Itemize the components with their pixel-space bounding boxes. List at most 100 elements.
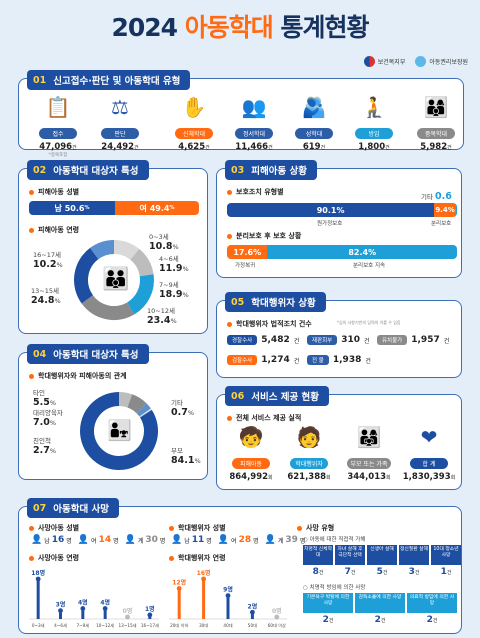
- cause-number: 8: [312, 567, 319, 577]
- age-unit: %: [172, 243, 179, 251]
- death-gender-item: 👤 계 30 명: [125, 535, 166, 545]
- person-icon: 👤: [124, 535, 136, 545]
- section-02-header: 02 아동학대 대상자 특성: [27, 160, 149, 180]
- relation-title: 학대행위자와 피해아동의 관계: [29, 371, 127, 381]
- person-icon: 👤: [31, 535, 43, 545]
- tick-label: 10~12세: [96, 622, 114, 629]
- separation-segment: 9.4%: [434, 203, 456, 217]
- original-home-segment: 90.1%: [227, 203, 435, 217]
- donut-slice: [139, 408, 152, 418]
- legal-value: 310: [341, 335, 361, 345]
- death-cause-title: 사망 유형: [297, 523, 334, 533]
- relation-value: 2.7: [33, 445, 50, 456]
- data-label: 3명: [56, 601, 66, 609]
- hand-icon: ✋: [181, 95, 207, 119]
- separation-label: 분리보호: [431, 221, 452, 227]
- continued-label: 분리보호 지속: [353, 263, 386, 269]
- section-05: 05 학대행위자 상황 학대행위자 법적조치 건수 *심의 사항기반의 입력의 이…: [216, 292, 462, 378]
- age-unit: %: [182, 265, 189, 273]
- female-unit: %: [169, 205, 175, 211]
- heart-icon: ❤: [420, 425, 438, 449]
- relation-name: 부모: [171, 447, 183, 455]
- cause-cell: 10대 청소년 사망 1건: [431, 545, 461, 577]
- service-number: 1,830,393: [402, 472, 451, 482]
- death-victim-age-title: 사망아동 연령: [29, 553, 79, 563]
- gender-label: 여: [231, 537, 237, 545]
- dot: [250, 609, 255, 615]
- type-label: 성학대: [295, 128, 333, 139]
- legal-tag: 경찰수사: [227, 335, 258, 345]
- etc-segment: [455, 203, 457, 217]
- type-number: 5,982: [420, 142, 448, 152]
- relation-unit: %: [187, 409, 195, 417]
- type-value: 24,492건: [95, 142, 145, 152]
- agency-logo: 아동권리보장원: [415, 56, 468, 67]
- cause-label: 의료적 방임에 의한 사망: [407, 593, 457, 613]
- age-label: 0~3세 10.8%: [149, 231, 179, 252]
- victim-age-donut: [74, 240, 154, 320]
- cause-b-title-text: 치명적 방임에 의한 사망: [309, 585, 366, 591]
- section-04: 04 아동학대 대상자 특성 학대행위자와 피해아동의 관계 👨‍👧 타인 5.5%…: [18, 344, 208, 480]
- age-label: 4~6세 11.9%: [159, 253, 189, 274]
- service-value: 344,013회: [341, 472, 397, 482]
- section-title: 신고접수·판단 및 아동학대 유형: [53, 76, 181, 87]
- type-label: 정서학대: [235, 128, 273, 139]
- age-range: 13~15세: [31, 287, 59, 295]
- service-title: 전체 서비스 제공 실적: [227, 413, 301, 423]
- protect-title: 보호조치 유형별: [227, 187, 284, 197]
- data-label: 16명: [197, 569, 211, 577]
- relation-value: 5.5: [33, 397, 50, 408]
- relation-name: 기타: [171, 399, 183, 407]
- hug-icon: 🫂: [301, 95, 327, 119]
- cause-value: 2건: [407, 613, 457, 625]
- age-value: 10.8: [149, 241, 173, 252]
- data-label: 0명: [272, 607, 282, 615]
- age-label: 13~15세 24.8%: [31, 285, 61, 306]
- data-label: 2명: [248, 602, 258, 610]
- section-07-header: 07 아동학대 사망: [27, 498, 119, 518]
- tick-label: 0~3세: [32, 622, 45, 629]
- cause-number: 1: [440, 567, 447, 577]
- etc-label: 기타 0.6: [421, 191, 452, 202]
- cause-unit: 건: [318, 570, 324, 576]
- service-label: 학대행위자: [290, 458, 328, 469]
- legal-tag: 전 불: [307, 355, 329, 365]
- cause-a-title-text: 아동에 대한 직접적 가해: [309, 537, 366, 543]
- relation-name: 대리양육자: [33, 409, 63, 417]
- legal-unit: 건: [443, 337, 450, 345]
- type-item: 👨‍👩‍👦 중복학대 5,982건: [411, 93, 461, 152]
- service-item: 👨‍👩‍👧 부모 또는 가족 344,013회: [341, 423, 397, 482]
- after-title: 분리보호 후 보호 상황: [227, 231, 301, 241]
- donut-slice: [136, 403, 151, 417]
- type-unit: 건: [134, 145, 139, 151]
- data-label: 9명: [223, 586, 233, 594]
- section-01: 01 신고접수·판단 및 아동학대 유형 📋 접수 47,096건 *중복포함 ⚖ 판단 24…: [18, 70, 464, 158]
- legal-count: 유치불가 1,957 건: [377, 335, 449, 345]
- section-number: 07: [33, 502, 47, 514]
- legal-count: 전 불 1,938 건: [307, 355, 371, 365]
- type-item: ✋ 신체학대 4,625건: [169, 93, 219, 152]
- cause-unit: 건: [380, 618, 386, 624]
- age-range: 7~9세: [159, 281, 179, 289]
- cause-value: 2건: [355, 613, 405, 625]
- type-label: 판단: [101, 128, 139, 139]
- service-number: 864,992: [229, 472, 269, 482]
- section-03: 03 피해아동 상황 보호조치 유형별 기타 0.6 90.1% 9.4% 원가정…: [216, 160, 462, 278]
- relation-donut: [80, 392, 158, 470]
- female-segment: 여 49.4%: [115, 201, 199, 215]
- donut-slice: [118, 392, 133, 408]
- type-unit: 건: [320, 145, 326, 151]
- gender-label: 계: [137, 537, 144, 545]
- section-01-header: 01 신고접수·판단 및 아동학대 유형: [27, 70, 191, 90]
- section-title: 아동학대 대상자 특성: [53, 350, 139, 361]
- cause-value: 3건: [399, 565, 429, 577]
- cause-value: 2건: [303, 613, 353, 625]
- service-number: 344,013: [347, 472, 387, 482]
- gender-value: 11: [191, 535, 205, 545]
- relation-name: 타인: [33, 389, 45, 397]
- type-note: *중복포함: [48, 153, 68, 158]
- section-number: 01: [33, 74, 47, 86]
- death-gender-item: 👤 여 14 명: [78, 535, 119, 545]
- crouch-icon: 🧎: [361, 95, 387, 119]
- section-06-header: 06 서비스 제공 현황: [225, 386, 330, 406]
